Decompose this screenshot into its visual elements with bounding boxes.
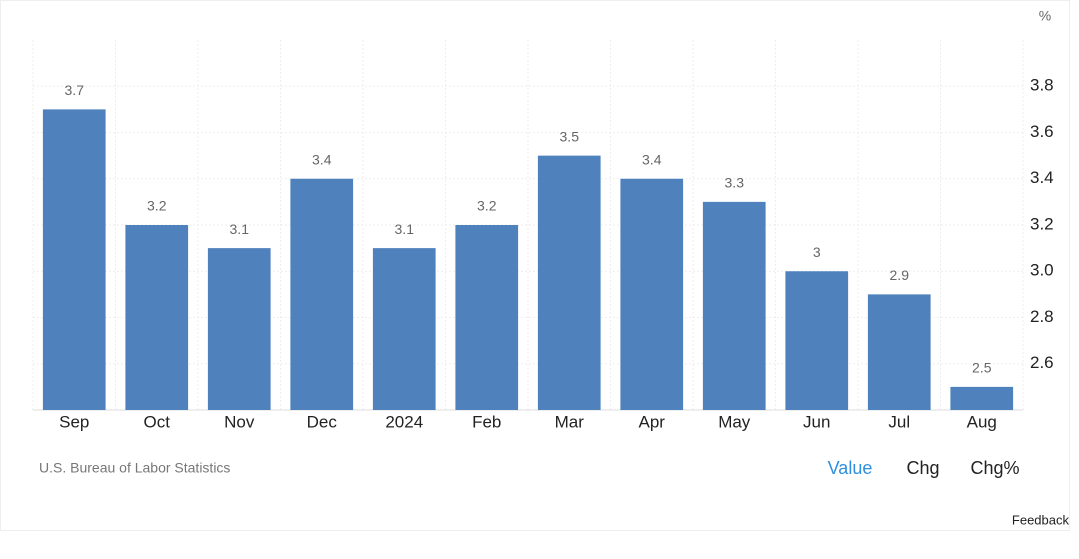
control-button[interactable]: Chg% bbox=[970, 458, 1019, 478]
value-label: 2.9 bbox=[890, 267, 910, 283]
y-tick-label: 3.2 bbox=[1030, 214, 1054, 233]
bar bbox=[42, 109, 106, 410]
x-tick-label: Nov bbox=[224, 412, 255, 431]
bar bbox=[537, 155, 601, 410]
y-tick-label: 2.6 bbox=[1030, 353, 1054, 372]
y-tick-label: 3.0 bbox=[1030, 261, 1054, 280]
y-tick-label: 3.8 bbox=[1030, 76, 1054, 95]
value-label: 3.1 bbox=[395, 221, 415, 237]
bar bbox=[455, 225, 519, 410]
value-label: 3.2 bbox=[147, 198, 167, 214]
feedback-link[interactable]: Feedback bbox=[1012, 512, 1070, 527]
bar bbox=[620, 178, 684, 410]
value-label: 3.4 bbox=[312, 151, 332, 167]
bar bbox=[785, 271, 849, 410]
x-tick-label: Mar bbox=[555, 412, 585, 431]
value-label: 3.7 bbox=[65, 82, 85, 98]
x-tick-label: Aug bbox=[967, 412, 997, 431]
x-tick-label: Oct bbox=[144, 412, 171, 431]
x-tick-label: Apr bbox=[639, 412, 666, 431]
bar bbox=[372, 248, 436, 410]
bar bbox=[950, 386, 1014, 410]
bar bbox=[867, 294, 931, 410]
x-tick-label: Jul bbox=[888, 412, 910, 431]
bar bbox=[702, 201, 766, 410]
x-tick-label: May bbox=[718, 412, 751, 431]
x-tick-label: Feb bbox=[472, 412, 501, 431]
bar bbox=[125, 225, 189, 410]
x-tick-label: Jun bbox=[803, 412, 830, 431]
x-tick-label: 2024 bbox=[385, 412, 423, 431]
y-tick-label: 2.8 bbox=[1030, 307, 1054, 326]
value-label: 3.5 bbox=[560, 128, 580, 144]
value-label: 2.5 bbox=[972, 360, 992, 376]
y-unit: % bbox=[1039, 8, 1051, 24]
source: U.S. Bureau of Labor Statistics bbox=[39, 460, 230, 476]
value-label: 3.1 bbox=[230, 221, 250, 237]
control-button[interactable]: Chg bbox=[906, 458, 939, 478]
bar bbox=[290, 178, 354, 410]
x-tick-label: Dec bbox=[307, 412, 338, 431]
control-button[interactable]: Value bbox=[828, 458, 873, 478]
y-tick-label: 3.6 bbox=[1030, 122, 1054, 141]
value-label: 3.4 bbox=[642, 151, 662, 167]
x-tick-label: Sep bbox=[59, 412, 89, 431]
bar bbox=[207, 248, 271, 410]
value-label: 3.3 bbox=[725, 175, 745, 191]
y-tick-label: 3.4 bbox=[1030, 168, 1054, 187]
value-label: 3 bbox=[813, 244, 821, 260]
value-label: 3.2 bbox=[477, 198, 497, 214]
